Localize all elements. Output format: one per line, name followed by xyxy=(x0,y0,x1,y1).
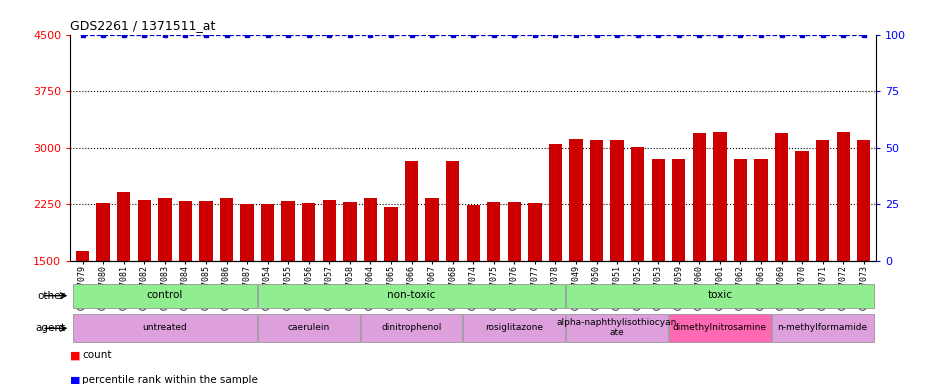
Bar xyxy=(609,140,623,374)
Bar xyxy=(569,139,582,374)
Bar xyxy=(241,204,254,374)
Bar xyxy=(565,314,667,342)
Bar xyxy=(668,314,770,342)
Bar xyxy=(836,132,849,374)
Bar xyxy=(733,159,746,374)
Bar xyxy=(815,140,828,374)
Text: control: control xyxy=(147,290,183,300)
Text: rosiglitazone: rosiglitazone xyxy=(485,323,543,332)
Bar xyxy=(565,283,872,308)
Text: toxic: toxic xyxy=(707,290,732,300)
Text: untreated: untreated xyxy=(142,323,187,332)
Bar xyxy=(548,144,562,374)
Text: alpha-naphthylisothiocyan
ate: alpha-naphthylisothiocyan ate xyxy=(556,318,677,338)
Bar xyxy=(199,202,212,374)
Text: percentile rank within the sample: percentile rank within the sample xyxy=(82,375,258,384)
Text: ■: ■ xyxy=(70,350,80,360)
Bar xyxy=(117,192,130,374)
Bar xyxy=(507,202,520,374)
Bar xyxy=(771,314,872,342)
Bar xyxy=(343,202,356,374)
Text: agent: agent xyxy=(36,323,66,333)
Bar xyxy=(590,140,603,374)
Bar xyxy=(425,199,438,374)
Bar xyxy=(753,159,767,374)
Text: ■: ■ xyxy=(70,375,80,384)
Text: caerulein: caerulein xyxy=(287,323,329,332)
Bar xyxy=(404,161,417,374)
Text: GDS2261 / 1371511_at: GDS2261 / 1371511_at xyxy=(70,19,215,32)
Bar xyxy=(856,140,870,374)
Bar xyxy=(446,161,459,374)
Bar xyxy=(360,314,462,342)
Bar xyxy=(158,198,171,374)
Text: non-toxic: non-toxic xyxy=(387,290,435,300)
Bar xyxy=(220,198,233,374)
Bar xyxy=(774,133,787,374)
Bar xyxy=(462,314,564,342)
Text: dimethylnitrosamine: dimethylnitrosamine xyxy=(672,323,766,332)
Text: count: count xyxy=(82,350,111,360)
Bar xyxy=(528,204,541,374)
Bar xyxy=(630,147,644,374)
Bar xyxy=(466,205,479,374)
Bar xyxy=(73,314,256,342)
Bar xyxy=(795,151,808,374)
Text: n-methylformamide: n-methylformamide xyxy=(777,323,867,332)
Bar xyxy=(260,204,274,374)
Bar xyxy=(363,198,376,374)
Bar xyxy=(712,132,725,374)
Bar xyxy=(281,201,295,374)
Bar xyxy=(487,202,500,374)
Bar xyxy=(322,200,336,374)
Bar xyxy=(73,283,256,308)
Text: dinitrophenol: dinitrophenol xyxy=(381,323,441,332)
Bar xyxy=(671,159,685,374)
Bar xyxy=(257,283,564,308)
Text: other: other xyxy=(37,291,66,301)
Bar xyxy=(138,200,151,374)
Bar xyxy=(651,159,665,374)
Bar xyxy=(96,203,110,374)
Bar xyxy=(301,203,315,374)
Bar xyxy=(76,250,89,374)
Bar xyxy=(384,207,397,374)
Bar xyxy=(692,133,705,374)
Bar xyxy=(179,201,192,374)
Bar xyxy=(257,314,359,342)
